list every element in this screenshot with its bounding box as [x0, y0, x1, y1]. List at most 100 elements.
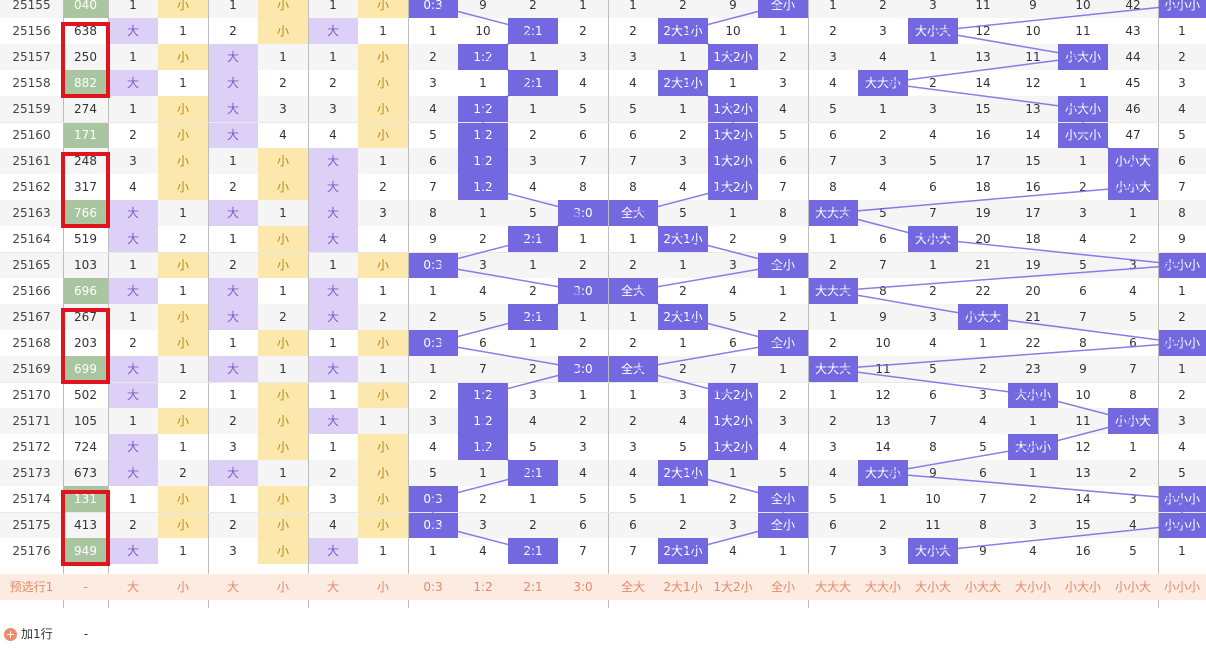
pattern-cell: 1	[608, 0, 658, 18]
row-divider	[0, 512, 1206, 513]
position-cell: 小	[358, 96, 408, 122]
pattern-cell: 2:1	[508, 70, 558, 96]
prediction-option[interactable]: 小小小	[1158, 574, 1206, 600]
pattern-cell: 9	[1058, 356, 1108, 382]
pattern-cell: 8	[1108, 382, 1158, 408]
prediction-option[interactable]: 大	[108, 574, 158, 600]
prediction-option[interactable]: 大大大	[808, 574, 858, 600]
prediction-option[interactable]: 3:0	[558, 574, 608, 600]
pattern-cell: 3	[958, 382, 1008, 408]
prediction-option[interactable]: 全大	[608, 574, 658, 600]
row-divider	[0, 252, 1206, 253]
pattern-cell: 8	[758, 200, 808, 226]
pattern-cell: 2大1小	[658, 226, 708, 252]
pattern-cell: 10	[908, 486, 958, 512]
issue-cell: 25159	[0, 96, 63, 122]
pattern-cell: 0:3	[408, 0, 458, 18]
pattern-cell: 4	[858, 174, 908, 200]
position-cell: 小	[258, 434, 308, 460]
position-cell: 大	[208, 304, 258, 330]
pattern-cell: 全小	[758, 0, 808, 18]
pattern-cell: 1	[508, 486, 558, 512]
pattern-cell: 14	[958, 70, 1008, 96]
prediction-option[interactable]: 2:1	[508, 574, 558, 600]
pattern-cell: 1	[658, 252, 708, 278]
issue-cell: 25168	[0, 330, 63, 356]
add-row-button[interactable]: + 加1行	[4, 624, 53, 644]
pattern-cell: 1	[408, 538, 458, 564]
position-cell: 小	[158, 486, 208, 512]
position-cell: 4	[308, 512, 358, 538]
prediction-option[interactable]: 全小	[758, 574, 808, 600]
pattern-cell: 10	[458, 18, 508, 44]
number-cell: 250	[63, 44, 108, 70]
pattern-cell: 2:1	[508, 460, 558, 486]
number-cell: 696	[63, 278, 108, 304]
prediction-option[interactable]: -	[63, 574, 108, 600]
row-divider	[0, 122, 1206, 123]
pattern-cell: 1:2	[458, 174, 508, 200]
pattern-cell: 全小	[758, 486, 808, 512]
prediction-option[interactable]: 0:3	[408, 574, 458, 600]
position-cell: 大	[108, 18, 158, 44]
pattern-cell: 6	[1158, 148, 1206, 174]
pattern-cell: 2	[808, 18, 858, 44]
position-cell: 小	[158, 0, 208, 18]
prediction-option[interactable]: 小	[258, 574, 308, 600]
pattern-cell: 10	[708, 18, 758, 44]
prediction-option[interactable]: 大小小	[1008, 574, 1058, 600]
pattern-cell: 0:3	[408, 330, 458, 356]
prediction-option[interactable]: 1:2	[458, 574, 508, 600]
prediction-option[interactable]: 小	[358, 574, 408, 600]
position-cell: 小	[358, 44, 408, 70]
prediction-option[interactable]: 小	[158, 574, 208, 600]
pattern-cell: 5	[558, 486, 608, 512]
position-cell: 3	[308, 486, 358, 512]
position-cell: 小	[258, 0, 308, 18]
pattern-cell: 6	[958, 460, 1008, 486]
pattern-cell: 1	[608, 226, 658, 252]
pattern-cell: 4	[958, 408, 1008, 434]
pattern-cell: 11	[908, 512, 958, 538]
pattern-cell: 3	[408, 408, 458, 434]
prediction-option[interactable]: 大	[208, 574, 258, 600]
position-cell: 1	[358, 278, 408, 304]
prediction-option[interactable]: 大小大	[908, 574, 958, 600]
pattern-cell: 4	[808, 70, 858, 96]
prediction-option[interactable]: 大	[308, 574, 358, 600]
position-cell: 1	[308, 0, 358, 18]
issue-cell: 25162	[0, 174, 63, 200]
issue-cell: 25171	[0, 408, 63, 434]
prediction-option[interactable]: 小小大	[1108, 574, 1158, 600]
position-cell: 小	[158, 304, 208, 330]
pattern-cell: 1大2小	[708, 96, 758, 122]
pattern-cell: 2	[758, 382, 808, 408]
pattern-cell: 1	[1058, 148, 1108, 174]
pattern-cell: 3:0	[558, 200, 608, 226]
pattern-cell: 4	[558, 70, 608, 96]
pattern-cell: 21	[1008, 304, 1058, 330]
pattern-cell: 2	[508, 356, 558, 382]
pattern-cell: 小小小	[1158, 486, 1206, 512]
prediction-option[interactable]: 大大小	[858, 574, 908, 600]
prediction-option[interactable]: 小大大	[958, 574, 1008, 600]
pattern-cell: 2	[608, 18, 658, 44]
pattern-cell: 1	[808, 304, 858, 330]
prediction-option[interactable]: 1大2小	[708, 574, 758, 600]
pattern-cell: 9	[1158, 226, 1206, 252]
pattern-cell: 7	[908, 408, 958, 434]
pattern-cell: 小大小	[1058, 122, 1108, 148]
pattern-cell: 7	[558, 148, 608, 174]
pattern-cell: 1	[758, 538, 808, 564]
position-cell: 小	[158, 96, 208, 122]
pattern-cell: 2	[708, 226, 758, 252]
position-cell: 小	[258, 174, 308, 200]
prediction-option[interactable]: 2大1小	[658, 574, 708, 600]
position-cell: 1	[158, 18, 208, 44]
pattern-cell: 47	[1108, 122, 1158, 148]
pattern-cell: 2	[858, 0, 908, 18]
position-cell: 小	[158, 330, 208, 356]
pattern-cell: 4	[908, 122, 958, 148]
pattern-cell: 6	[558, 122, 608, 148]
prediction-option[interactable]: 小大小	[1058, 574, 1108, 600]
